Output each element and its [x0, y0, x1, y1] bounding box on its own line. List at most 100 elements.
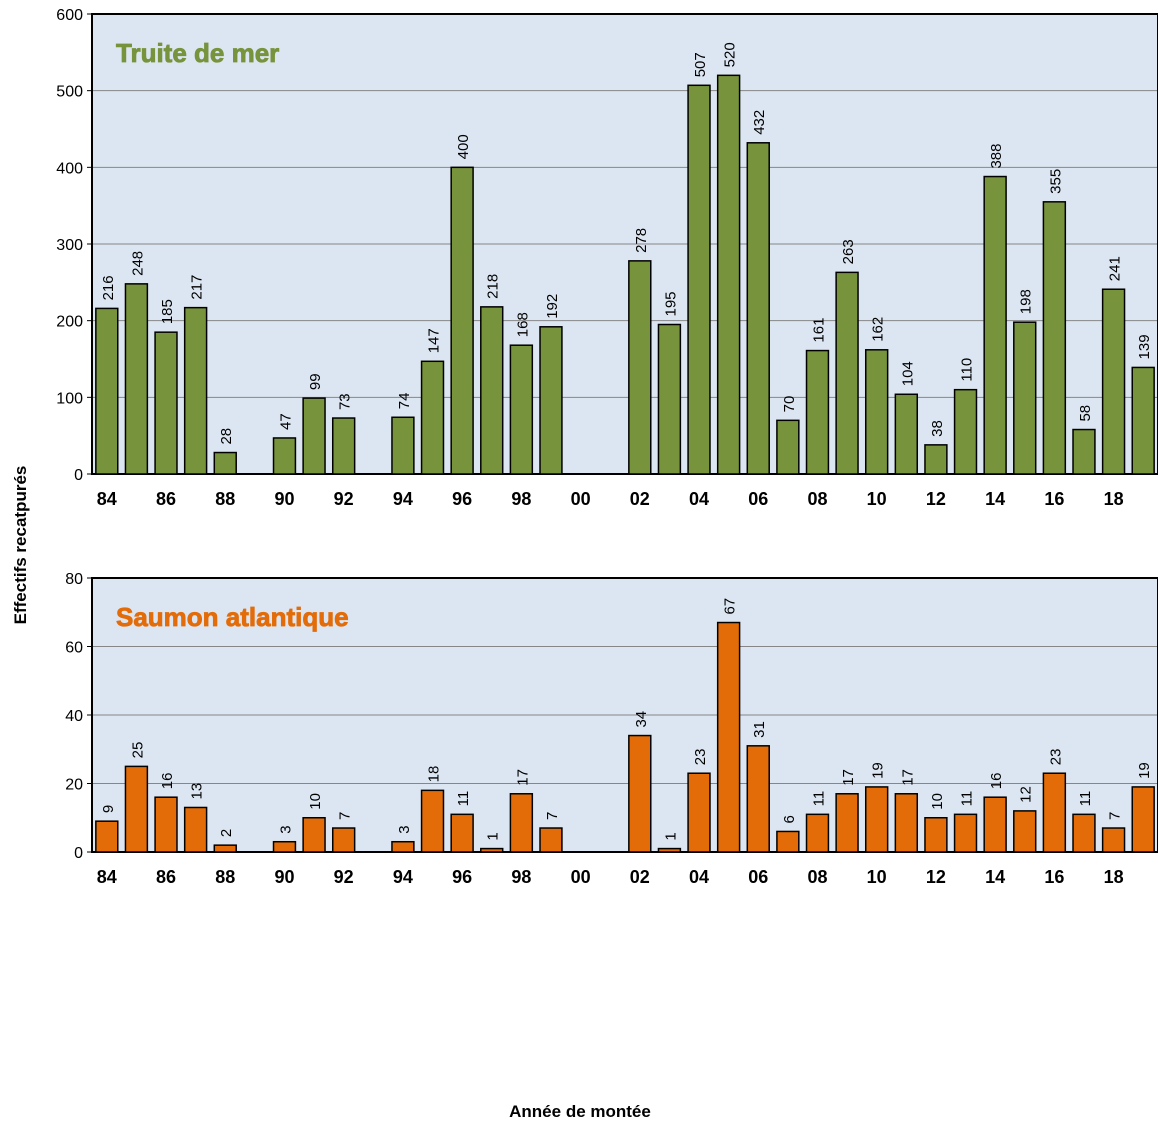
bar	[95, 307, 119, 475]
bar	[924, 444, 948, 475]
bar	[124, 765, 149, 853]
x-tick-label: 92	[334, 867, 354, 887]
x-tick-label: 98	[511, 867, 531, 887]
bar	[183, 306, 208, 475]
value-label: 1	[662, 832, 679, 840]
bar	[213, 451, 237, 475]
x-tick-label: 10	[867, 867, 887, 887]
bar	[1101, 288, 1126, 475]
value-label: 18	[426, 766, 443, 783]
value-label: 355	[1047, 169, 1064, 194]
bar	[776, 830, 800, 853]
value-label: 2	[218, 829, 235, 837]
value-label: 162	[870, 317, 887, 342]
bar	[628, 260, 652, 475]
value-label: 28	[218, 428, 235, 445]
value-label: 161	[810, 318, 827, 343]
x-tick-label: 92	[334, 489, 354, 509]
x-tick-label: 90	[274, 489, 294, 509]
x-tick-label: 00	[571, 489, 591, 509]
y-tick-label: 600	[56, 7, 83, 24]
value-label: 7	[1107, 812, 1124, 820]
value-label: 25	[129, 742, 146, 759]
value-label: 17	[514, 769, 531, 786]
bar	[480, 306, 504, 475]
x-tick-label: 04	[689, 489, 709, 509]
value-label: 99	[307, 373, 324, 390]
bar	[864, 349, 889, 475]
bar	[1072, 813, 1096, 853]
value-label: 12	[1018, 786, 1035, 803]
x-tick-label: 94	[393, 489, 413, 509]
bar	[331, 827, 356, 853]
bar	[657, 323, 682, 475]
bar	[1131, 786, 1155, 853]
x-tick-label: 96	[452, 489, 472, 509]
value-label: 47	[277, 413, 294, 430]
x-tick-label: 10	[867, 489, 887, 509]
bar	[983, 175, 1007, 475]
x-tick-label: 08	[807, 489, 827, 509]
bar	[776, 419, 800, 475]
bar	[805, 349, 830, 475]
value-label: 19	[870, 762, 887, 779]
x-tick-label: 14	[985, 867, 1005, 887]
x-tick-label: 16	[1044, 867, 1064, 887]
x-tick-label: 88	[215, 489, 235, 509]
value-label: 9	[100, 805, 117, 813]
bar	[894, 793, 919, 853]
y-tick-label: 300	[56, 237, 83, 254]
bar	[716, 74, 741, 475]
y-tick-label: 80	[65, 571, 83, 588]
value-label: 507	[692, 52, 709, 77]
x-tick-label: 18	[1104, 489, 1124, 509]
value-label: 74	[396, 393, 413, 410]
value-label: 147	[426, 328, 443, 353]
bar	[391, 840, 415, 853]
bar	[183, 806, 208, 853]
bar	[924, 817, 948, 853]
x-tick-label: 12	[926, 867, 946, 887]
bar	[420, 360, 445, 475]
value-label: 198	[1018, 289, 1035, 314]
value-label: 195	[662, 291, 679, 316]
plot-border	[91, 577, 1158, 853]
bar	[331, 417, 356, 475]
bar	[95, 820, 119, 853]
bar	[213, 844, 237, 853]
value-label: 217	[189, 275, 206, 300]
value-label: 520	[722, 42, 739, 67]
x-tick-label: 88	[215, 867, 235, 887]
value-label: 104	[899, 361, 916, 386]
value-label: 400	[455, 134, 472, 159]
y-tick-label: 0	[74, 845, 83, 862]
value-label: 11	[1077, 791, 1094, 807]
value-label: 7	[544, 812, 561, 820]
value-label: 218	[485, 274, 502, 299]
value-label: 34	[633, 711, 650, 728]
bar	[1042, 772, 1067, 853]
bar	[1072, 428, 1096, 475]
bar	[864, 786, 889, 853]
bar	[420, 789, 445, 853]
bar	[509, 793, 534, 853]
bar	[1013, 321, 1037, 475]
value-label: 17	[840, 769, 857, 786]
bar	[835, 271, 859, 475]
x-tick-label: 08	[807, 867, 827, 887]
bar	[1042, 201, 1067, 475]
bar	[480, 847, 504, 853]
x-axis-label: Année de montée	[509, 1102, 651, 1121]
bar	[894, 393, 919, 475]
y-tick-label: 20	[65, 777, 83, 794]
x-tick-label: 14	[985, 489, 1005, 509]
value-label: 185	[159, 299, 176, 324]
value-label: 58	[1077, 405, 1094, 422]
value-label: 23	[1047, 749, 1064, 766]
value-label: 139	[1136, 334, 1153, 359]
value-label: 16	[988, 773, 1005, 790]
x-tick-label: 94	[393, 867, 413, 887]
x-tick-label: 16	[1044, 489, 1064, 509]
bar	[835, 793, 859, 853]
bar	[302, 397, 326, 475]
